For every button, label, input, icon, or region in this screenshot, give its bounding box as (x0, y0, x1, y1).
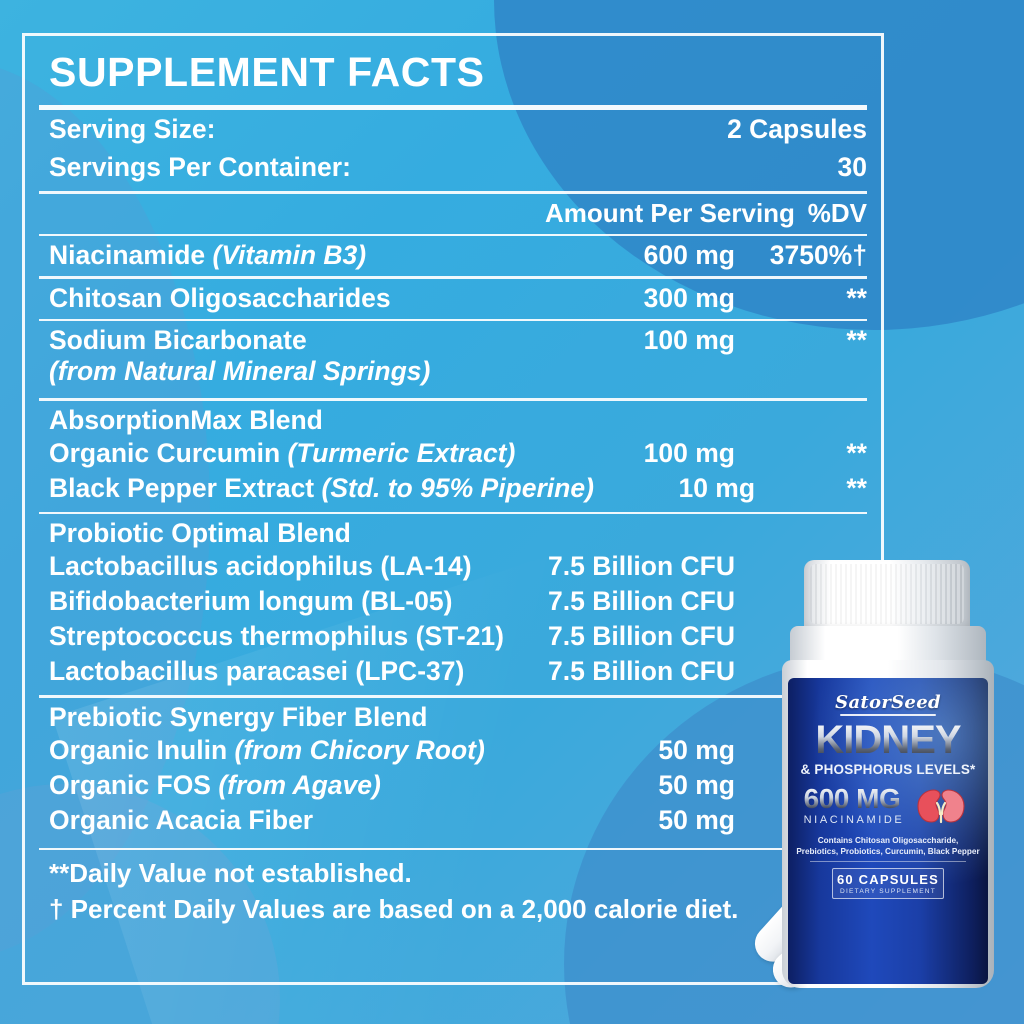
table-row: Lactobacillus acidophilus (LA-14) 7.5 Bi… (39, 549, 867, 584)
contains-line-1: Contains Chitosan Oligosaccharide, (817, 836, 959, 846)
ingredient-amount: 7.5 Billion CFU (548, 586, 735, 616)
product-bottle: SatorSeed KIDNEY & PHOSPHORUS LEVELS* 60… (747, 560, 1010, 1000)
capsule-count: 60 CAPSULES (836, 872, 940, 888)
label-divider (810, 861, 966, 863)
table-row: Black Pepper Extract (Std. to 95% Piperi… (39, 471, 867, 506)
serving-size-row: Serving Size: 2 Capsules (39, 110, 867, 150)
divider-absorption (39, 398, 867, 401)
ingredient-dv: ** (846, 472, 867, 503)
divider-row-2 (39, 318, 867, 321)
brand-logo: SatorSeed (835, 692, 941, 713)
footnote-daily-value: **Daily Value not established. (49, 858, 412, 888)
footnote-percent-daily-value: † Percent Daily Values are based on a 2,… (49, 893, 739, 924)
table-row: Bifidobacterium longum (BL-05) 7.5 Billi… (39, 584, 867, 619)
divider-prebiotic (39, 695, 867, 698)
ingredient-name: Bifidobacterium longum (BL-05) (49, 586, 453, 616)
servings-per-container-value: 30 (837, 152, 867, 182)
blend-title-row: Prebiotic Synergy Fiber Blend (39, 698, 867, 733)
dose-amount: 600 MG (804, 785, 905, 813)
divider-title (39, 105, 867, 110)
ingredient-dv: ** (846, 282, 867, 313)
bottle-body: SatorSeed KIDNEY & PHOSPHORUS LEVELS* 60… (782, 660, 994, 988)
bottle-label: SatorSeed KIDNEY & PHOSPHORUS LEVELS* 60… (788, 678, 988, 984)
ingredient-amount: 7.5 Billion CFU (548, 621, 735, 651)
ingredient-amount: 7.5 Billion CFU (548, 656, 735, 686)
ingredient-name: Chitosan Oligosaccharides (49, 282, 391, 313)
ingredient-name: Niacinamide (Vitamin B3) (49, 240, 367, 270)
servings-per-container-label: Servings Per Container: (49, 152, 351, 182)
dv-header: %DV (807, 197, 867, 228)
dietary-supplement-text: DIETARY SUPPLEMENT (840, 888, 936, 896)
ingredient-name: Black Pepper Extract (Std. to 95% Piperi… (49, 472, 594, 503)
table-row: Streptococcus thermophilus (ST-21) 7.5 B… (39, 619, 867, 654)
ingredient-qualifier: (Vitamin B3) (212, 240, 367, 270)
supplement-facts-panel: SUPPLEMENT FACTS Serving Size: 2 Capsule… (22, 33, 884, 985)
divider-footnotes (39, 847, 867, 850)
ingredient-amount: 7.5 Billion CFU (548, 551, 735, 581)
table-row: Organic FOS (from Agave) 50 mg (39, 768, 867, 803)
divider-headers (39, 233, 867, 236)
blend-title-row: AbsorptionMax Blend (39, 401, 867, 436)
sodium-source-row: (from Natural Mineral Springs) (39, 356, 867, 392)
table-row: Organic Curcumin (Turmeric Extract) 100 … (39, 436, 867, 471)
table-row: Niacinamide (Vitamin B3) 600 mg 3750%† (39, 236, 867, 276)
blend-title-row: Probiotic Optimal Blend (39, 514, 867, 549)
kidneys-icon (917, 789, 965, 823)
sodium-source: (from Natural Mineral Springs) (49, 356, 431, 386)
ingredient-amount: 50 mg (658, 804, 735, 835)
servings-per-container-row: Servings Per Container: 30 (39, 150, 867, 185)
dose-ingredient: NIACINAMIDE (803, 814, 905, 827)
ingredient-amount: 50 mg (658, 734, 735, 765)
dose-text-column: 600 MG NIACINAMIDE (803, 785, 905, 827)
serving-size-value: 2 Capsules (727, 114, 867, 144)
amount-per-serving-header: Amount Per Serving (545, 197, 795, 228)
serving-size-label: Serving Size: (49, 114, 216, 144)
ingredient-amount: 300 mg (643, 282, 735, 313)
contains-line-2: Prebiotics, Probiotics, Curcumin, Black … (796, 847, 980, 857)
prebiotic-blend-title: Prebiotic Synergy Fiber Blend (49, 701, 428, 732)
dose-block: 600 MG NIACINAMIDE (788, 785, 988, 826)
ingredient-name: Organic Curcumin (Turmeric Extract) (49, 437, 516, 468)
table-row: Chitosan Oligosaccharides 300 mg ** (39, 279, 867, 319)
table-row: Lactobacillus paracasei (LPC-37) 7.5 Bil… (39, 654, 867, 689)
table-row: Sodium Bicarbonate 100 mg ** (39, 321, 867, 356)
ingredient-name: Organic FOS (from Agave) (49, 769, 381, 800)
contains-text: Contains Chitosan Oligosaccharide, Prebi… (788, 835, 988, 863)
divider-row-1 (39, 276, 867, 279)
ingredient-name: Sodium Bicarbonate (49, 325, 307, 355)
ingredient-name: Organic Acacia Fiber (49, 804, 314, 835)
bottle-cap (804, 560, 970, 632)
product-name: KIDNEY (788, 720, 988, 760)
ingredient-amount: 100 mg (643, 325, 735, 355)
page-title: SUPPLEMENT FACTS (49, 49, 485, 95)
ingredient-name: Streptococcus thermophilus (ST-21) (49, 621, 504, 651)
ingredient-amount: 600 mg (643, 240, 735, 270)
product-subtitle: & PHOSPHORUS LEVELS* (800, 762, 976, 778)
ingredient-amount: 50 mg (658, 769, 735, 800)
ingredient-dv: 3750%† (769, 240, 867, 270)
ingredient-name: Organic Inulin (from Chicory Root) (49, 734, 485, 765)
table-row: Organic Inulin (from Chicory Root) 50 mg (39, 733, 867, 768)
capsule-count-box: 60 CAPSULES DIETARY SUPPLEMENT (832, 868, 944, 900)
divider-probiotic (39, 511, 867, 514)
column-headers-row: Amount Per Serving %DV (39, 194, 867, 234)
absorption-blend-title: AbsorptionMax Blend (49, 404, 323, 435)
ingredient-amount: 100 mg (643, 437, 735, 468)
ingredient-dv: ** (846, 437, 867, 468)
ingredient-amount: 10 mg (678, 472, 756, 503)
probiotic-blend-title: Probiotic Optimal Blend (49, 518, 351, 548)
brand-swash-icon (840, 714, 936, 716)
table-row: Organic Acacia Fiber 50 mg (39, 803, 867, 838)
ingredient-name: Lactobacillus acidophilus (LA-14) (49, 551, 472, 581)
ingredient-name: Lactobacillus paracasei (LPC-37) (49, 656, 465, 686)
divider-servings (39, 191, 867, 194)
ingredient-dv: ** (846, 325, 867, 355)
